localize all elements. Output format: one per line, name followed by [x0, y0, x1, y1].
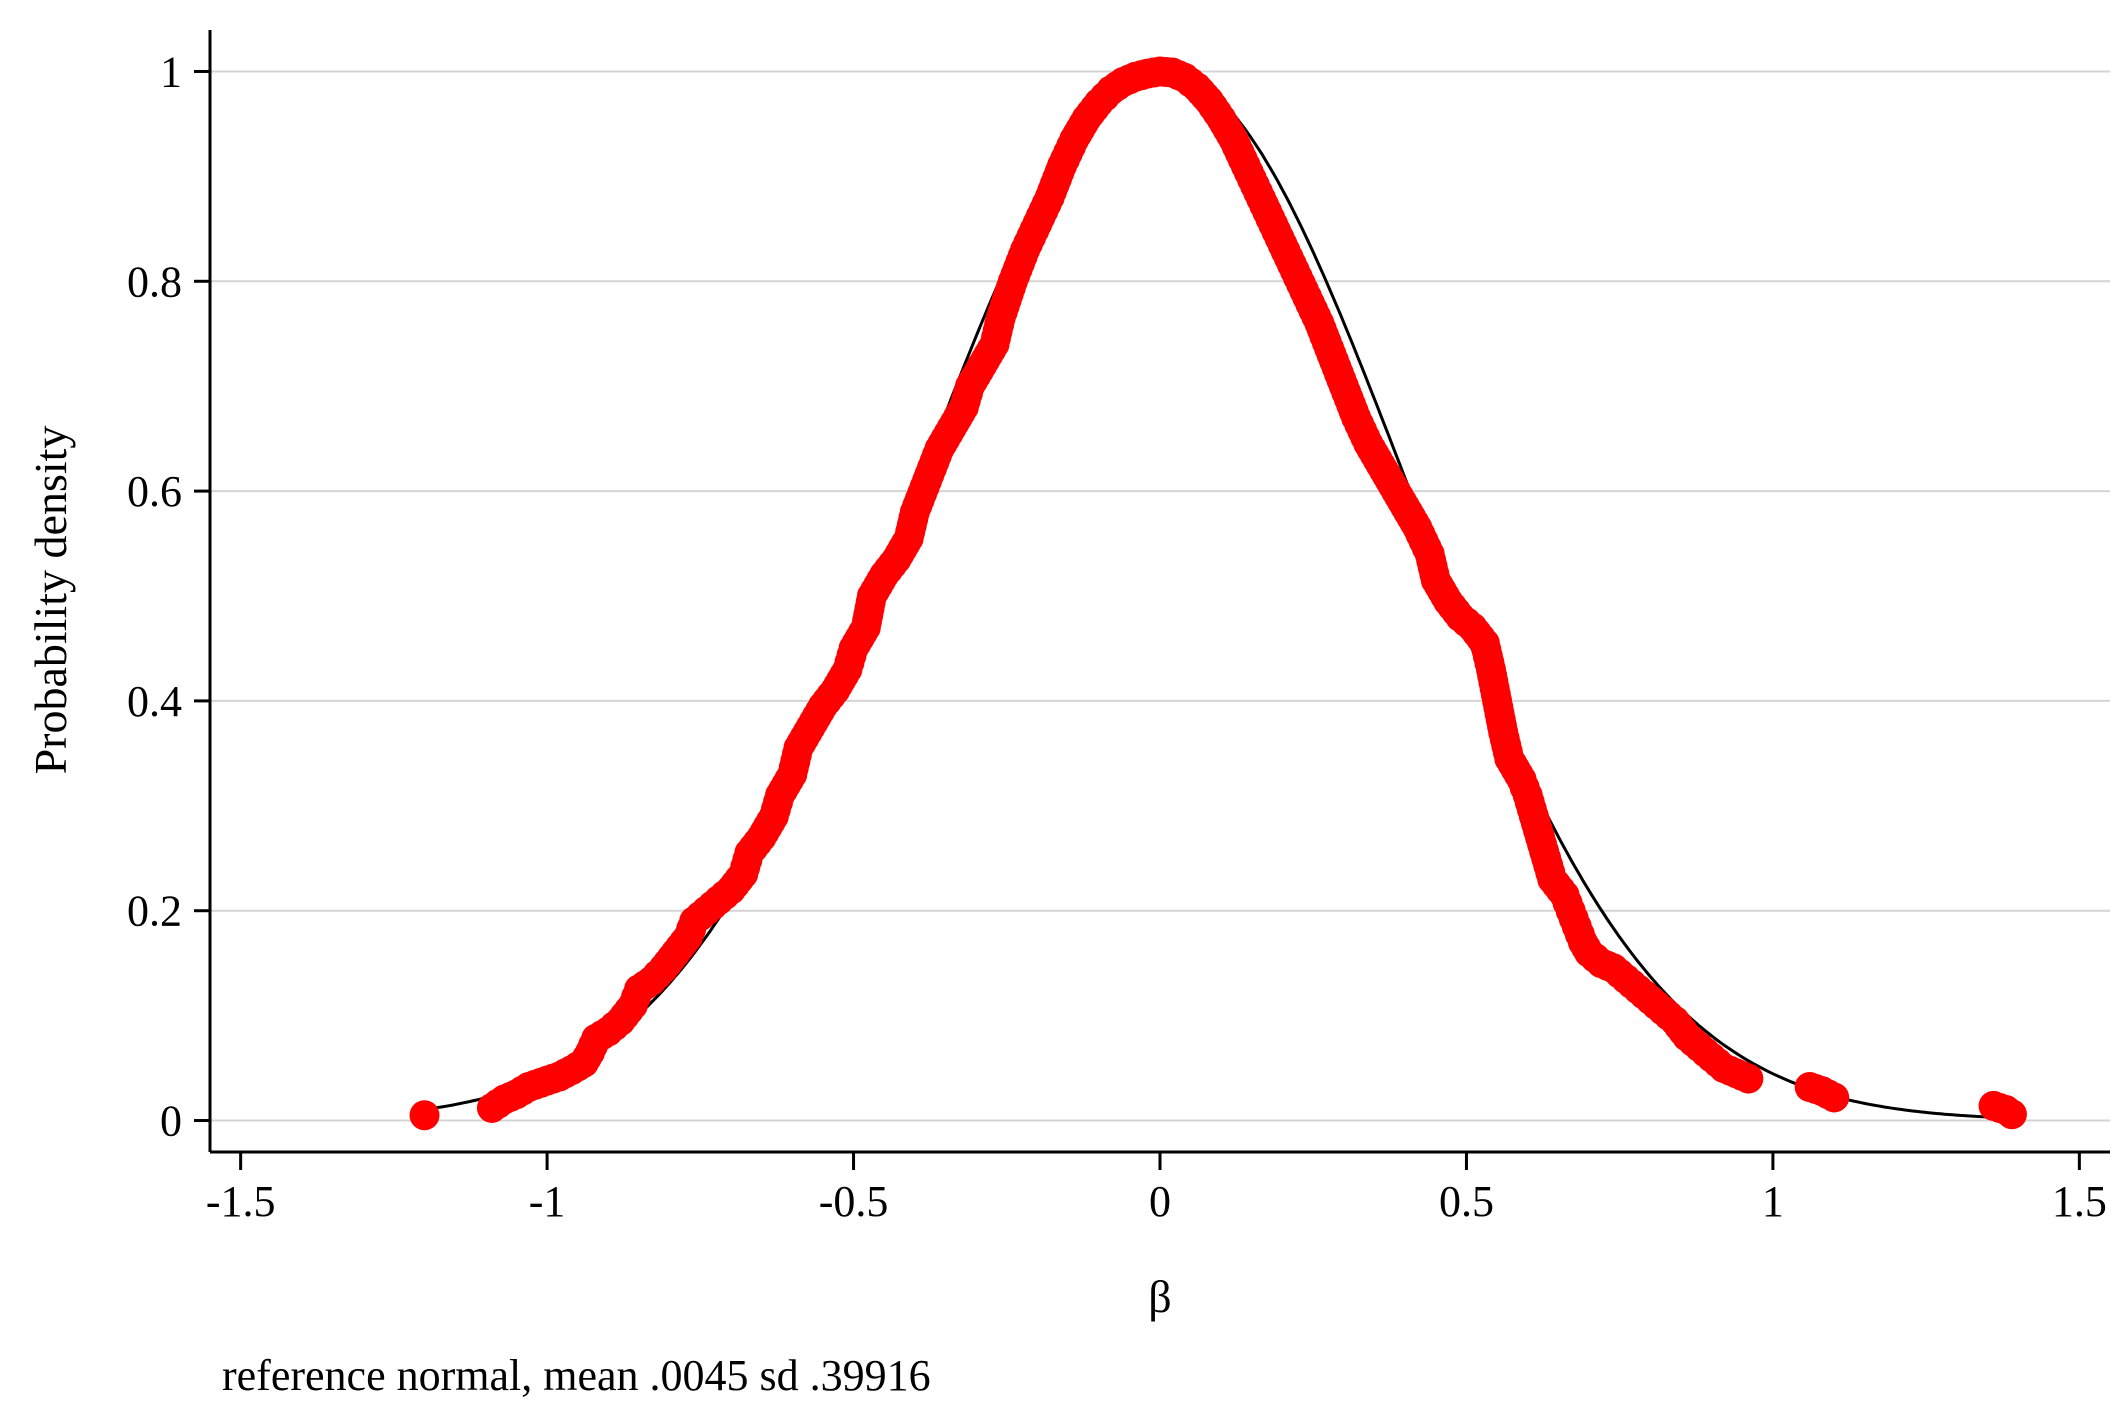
x-tick-label: 1	[1762, 1177, 1784, 1226]
x-tick-label: 0.5	[1439, 1177, 1494, 1226]
data-points	[409, 56, 2027, 1131]
x-tick-label: -0.5	[819, 1177, 889, 1226]
axes	[208, 30, 2110, 1154]
ticks: 0 0.2 0.4 0.6 0.8 1 -1.5 -1 -0.5 0 0.5 1 1.5	[127, 47, 2107, 1226]
x-tick-label: 0	[1149, 1177, 1171, 1226]
y-tick-label: 0.8	[127, 257, 182, 306]
y-axis-title: Probability density	[25, 426, 76, 775]
y-tick-label: 0.6	[127, 467, 182, 516]
y-tick-label: 0.2	[127, 887, 182, 936]
data-point	[409, 1100, 440, 1131]
x-tick-label: 1.5	[2052, 1177, 2107, 1226]
data-point	[1996, 1099, 2027, 1130]
y-tick-label: 1	[160, 47, 182, 96]
y-tick-label: 0.4	[127, 677, 182, 726]
x-tick-label: -1.5	[206, 1177, 276, 1226]
reference-note: reference normal, mean .0045 sd .39916	[222, 1351, 931, 1400]
x-tick-label: -1	[529, 1177, 566, 1226]
data-point	[1819, 1082, 1850, 1113]
y-tick-label: 0	[160, 1097, 182, 1146]
data-point	[1733, 1063, 1764, 1094]
gridlines	[210, 70, 2110, 1122]
x-axis-title: β	[1148, 1271, 1171, 1322]
